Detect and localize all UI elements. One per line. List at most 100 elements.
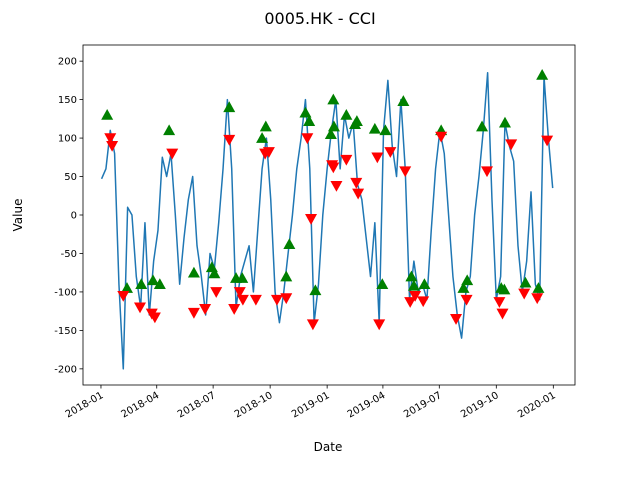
sell-marker (493, 297, 506, 308)
sell-marker (373, 319, 386, 331)
buy-marker (324, 128, 337, 140)
sell-marker (306, 319, 319, 331)
buy-marker (376, 278, 389, 290)
buy-marker (405, 270, 418, 282)
buy-marker (135, 278, 148, 290)
sell-marker (350, 177, 363, 189)
x-tick-label: 2018-01 (64, 390, 106, 420)
sell-marker (327, 162, 340, 174)
sell-marker (371, 152, 384, 164)
sell-marker (199, 304, 212, 315)
sell-marker (166, 148, 179, 160)
sell-marker (531, 293, 544, 305)
sell-marker (249, 294, 262, 306)
buy-marker (532, 282, 545, 293)
buy-marker (498, 283, 511, 295)
y-tick-label: 0 (71, 211, 77, 222)
buy-marker (397, 95, 410, 106)
sell-marker (541, 135, 554, 147)
buy-marker (259, 120, 272, 132)
cci-line (100, 71, 554, 370)
x-tick-label: 2019-04 (346, 390, 388, 420)
buy-marker (498, 116, 511, 128)
buy-marker (327, 93, 340, 105)
sell-marker (301, 133, 314, 145)
sell-marker (496, 308, 509, 320)
sell-marker (187, 307, 200, 319)
y-tick-label: 200 (58, 57, 77, 68)
buy-marker (208, 267, 221, 279)
sell-marker (450, 314, 463, 325)
buy-marker (163, 124, 176, 136)
sell-marker (305, 214, 318, 225)
buy-marker (120, 282, 133, 293)
buy-marker (536, 69, 549, 80)
sell-marker (148, 312, 161, 324)
sell-marker (233, 287, 246, 298)
y-axis-label: Value (11, 199, 25, 232)
x-tick-label: 2019-10 (459, 390, 501, 420)
buy-marker (299, 106, 312, 118)
buy-marker (350, 115, 363, 126)
sell-marker (352, 188, 365, 200)
sell-marker (117, 290, 130, 302)
buy-marker (309, 284, 322, 296)
x-tick-label: 2018-07 (176, 390, 218, 420)
buy-marker (457, 282, 470, 293)
sell-marker (270, 294, 283, 306)
x-tick-label: 2020-01 (516, 390, 558, 420)
sell-marker (106, 140, 119, 152)
sell-marker (409, 290, 422, 302)
sell-marker (505, 139, 518, 151)
x-tick-label: 2019-07 (402, 390, 444, 420)
buy-marker (368, 122, 381, 134)
chart-title: 0005.HK - CCI (264, 9, 375, 28)
plot-frame (82, 44, 576, 386)
buy-marker (519, 276, 532, 288)
sell-marker (481, 166, 494, 178)
buy-marker (303, 115, 316, 126)
sell-marker (460, 294, 473, 306)
sell-marker (518, 288, 531, 300)
buy-marker (327, 120, 340, 132)
buy-marker (283, 238, 296, 250)
y-tick-label: -150 (54, 326, 77, 337)
sell-marker (399, 166, 412, 178)
buy-marker (256, 132, 269, 143)
buy-marker (153, 278, 166, 290)
sell-marker (228, 304, 241, 315)
buy-marker (223, 101, 236, 113)
buy-marker (280, 270, 293, 282)
buy-marker (147, 274, 160, 286)
y-tick-label: -50 (61, 249, 77, 260)
y-tick-label: -200 (54, 364, 77, 375)
sell-marker (417, 296, 430, 308)
buy-marker (340, 109, 353, 120)
sell-marker (223, 134, 236, 146)
sell-marker (340, 154, 353, 166)
buy-marker (461, 274, 474, 286)
buy-marker (205, 261, 218, 273)
sell-marker (330, 180, 343, 192)
sell-marker (210, 287, 223, 298)
sell-marker (236, 294, 249, 306)
buy-marker (379, 124, 392, 136)
sell-marker (384, 147, 397, 158)
buy-marker (236, 272, 249, 283)
buy-marker (101, 109, 114, 120)
x-axis-label: Date (314, 440, 343, 454)
sell-marker (104, 133, 117, 145)
buy-marker (187, 266, 200, 278)
buy-marker (476, 120, 489, 132)
y-tick-label: 100 (58, 134, 77, 145)
x-tick-label: 2018-10 (233, 390, 275, 420)
buy-marker (407, 279, 420, 291)
sell-marker (280, 293, 293, 305)
y-tick-label: 50 (64, 172, 77, 183)
sell-marker (435, 131, 448, 143)
y-tick-label: -100 (54, 287, 77, 298)
buy-marker (418, 278, 431, 290)
sell-marker (404, 297, 417, 308)
x-tick-label: 2019-01 (290, 390, 332, 420)
